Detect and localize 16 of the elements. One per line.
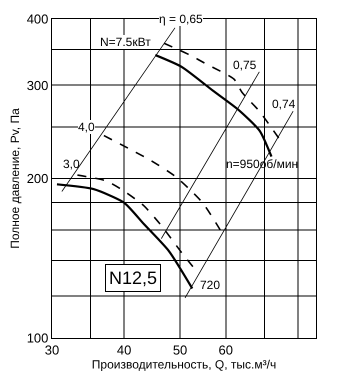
annotation: N12,5 — [109, 268, 158, 288]
annotation: 3,0 — [63, 157, 80, 171]
x-tick-label: 50 — [172, 342, 188, 358]
y-tick-label: 400 — [26, 12, 48, 27]
y-tick-label: 200 — [26, 171, 48, 186]
annotation: N=7.5кВт — [100, 35, 152, 49]
x-axis-title: Производительность, Q, тыс.м³/ч — [92, 358, 276, 372]
y-axis-title: Полное давление, Pv, Па — [8, 108, 22, 249]
annotation: 0,75 — [233, 58, 257, 72]
x-tick-label: 40 — [116, 342, 132, 358]
y-tick-label: 300 — [26, 78, 48, 93]
annotation: 4,0 — [78, 120, 96, 134]
annotation: η = 0,65 — [159, 12, 204, 26]
x-tick-label: 60 — [218, 342, 233, 358]
annotation: 0,74 — [272, 97, 296, 111]
annotation: 720 — [200, 278, 220, 292]
